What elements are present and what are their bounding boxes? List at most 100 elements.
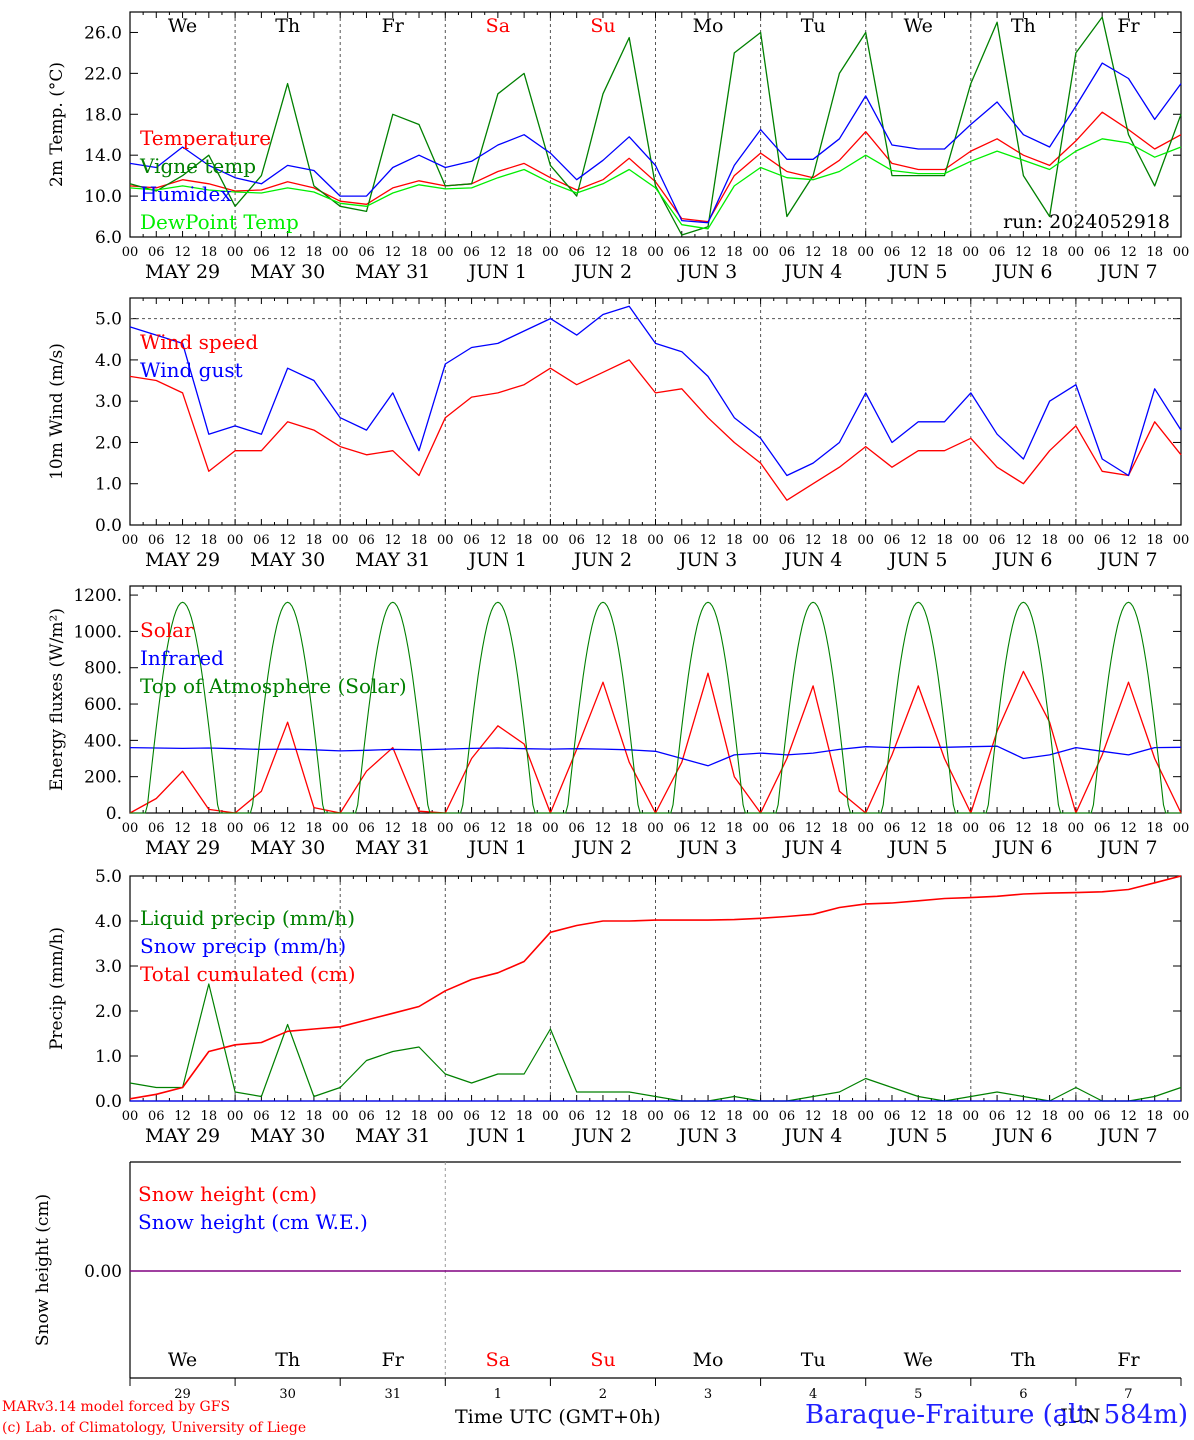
legend-wind-gust: Wind gust <box>140 358 243 382</box>
date-label: JUN 5 <box>887 261 947 283</box>
hour-tick-label: 12 <box>805 533 822 548</box>
series-temperature <box>129 111 1182 223</box>
legend-total-cumulated-cm-: Total cumulated (cm) <box>140 962 356 986</box>
hour-tick-label: 12 <box>174 821 191 836</box>
hour-tick-label: 00 <box>542 1109 559 1124</box>
hour-tick-label: 12 <box>1120 821 1137 836</box>
hour-tick-label: 18 <box>621 245 638 260</box>
hour-tick-label: 00 <box>752 245 769 260</box>
date-label: JUN 5 <box>887 1125 947 1147</box>
day-of-week-label: Th <box>1011 15 1036 37</box>
y-axis-label: 10m Wind (m/s) <box>47 343 67 480</box>
y-tick-label: 1.0 <box>95 475 122 495</box>
hour-tick-label: 00 <box>857 1109 874 1124</box>
hour-tick-label: 12 <box>595 245 612 260</box>
hour-tick-label: 06 <box>674 533 691 548</box>
y-tick-label: 4.0 <box>95 351 122 371</box>
y-axis-label: 2m Temp. (°C) <box>47 62 67 187</box>
hour-tick-label: 00 <box>1173 1109 1190 1124</box>
hour-tick-label: 06 <box>779 1109 796 1124</box>
y-tick-label: 5.0 <box>95 310 122 330</box>
hour-tick-label: 00 <box>332 245 349 260</box>
hour-tick-label: 18 <box>411 245 428 260</box>
y-tick-label: 10.0 <box>84 187 122 207</box>
hour-tick-label: 00 <box>1068 1109 1085 1124</box>
hour-tick-label: 12 <box>805 1109 822 1124</box>
hour-tick-label: 06 <box>779 821 796 836</box>
hour-tick-label: 00 <box>542 533 559 548</box>
date-label: MAY 29 <box>145 1125 220 1147</box>
hour-tick-label: 12 <box>1120 245 1137 260</box>
series-vigne-temp <box>129 16 1182 236</box>
legend-solar: Solar <box>140 618 194 642</box>
hour-tick-label: 12 <box>595 821 612 836</box>
date-label: JUN 2 <box>572 837 632 859</box>
day-number-label: 5 <box>914 1387 922 1402</box>
date-label: JUN 1 <box>467 549 527 571</box>
day-of-week-label: Mo <box>693 1349 724 1371</box>
hour-tick-label: 06 <box>1094 245 1111 260</box>
hour-tick-label: 00 <box>227 821 244 836</box>
hour-tick-label: 00 <box>647 245 664 260</box>
hour-tick-label: 18 <box>1146 1109 1163 1124</box>
date-label: JUN 5 <box>887 549 947 571</box>
hour-tick-label: 00 <box>332 1109 349 1124</box>
hour-tick-label: 18 <box>831 533 848 548</box>
y-tick-label: 3.0 <box>95 957 122 977</box>
hour-tick-label: 00 <box>647 533 664 548</box>
hour-tick-label: 06 <box>148 245 165 260</box>
hour-tick-label: 18 <box>1041 1109 1058 1124</box>
hour-tick-label: 00 <box>963 821 980 836</box>
hour-tick-label: 00 <box>752 533 769 548</box>
hour-tick-label: 12 <box>174 1109 191 1124</box>
hour-tick-label: 12 <box>700 1109 717 1124</box>
day-number-label: 6 <box>1019 1387 1027 1402</box>
hour-tick-label: 00 <box>122 533 139 548</box>
hour-tick-label: 00 <box>647 1109 664 1124</box>
day-of-week-label: We <box>904 15 933 37</box>
date-label: JUN 2 <box>572 1125 632 1147</box>
hour-tick-label: 00 <box>963 533 980 548</box>
y-axis-label: Energy fluxes (W/m²) <box>47 608 67 791</box>
y-tick-label: 18.0 <box>84 105 122 125</box>
hour-tick-label: 06 <box>1094 821 1111 836</box>
date-label: MAY 29 <box>145 549 220 571</box>
y-tick-label: 14.0 <box>84 146 122 166</box>
hour-tick-label: 06 <box>674 245 691 260</box>
hour-tick-label: 18 <box>936 821 953 836</box>
hour-tick-label: 12 <box>279 821 296 836</box>
hour-tick-label: 18 <box>201 533 218 548</box>
hour-tick-label: 06 <box>1094 1109 1111 1124</box>
day-of-week-label: Fr <box>382 15 405 37</box>
hour-tick-label: 06 <box>674 1109 691 1124</box>
panel-frame-0 <box>129 11 1182 238</box>
hour-tick-label: 18 <box>621 1109 638 1124</box>
hour-tick-label: 12 <box>595 533 612 548</box>
hour-tick-label: 18 <box>1146 533 1163 548</box>
hour-tick-label: 12 <box>490 1109 507 1124</box>
y-tick-label: 6.0 <box>95 228 122 248</box>
day-of-week-label: Su <box>590 1349 615 1371</box>
hour-tick-label: 00 <box>122 821 139 836</box>
hour-tick-label: 12 <box>910 533 927 548</box>
legend-top-of-atmosphere-solar-: Top of Atmosphere (Solar) <box>140 674 407 698</box>
hour-tick-label: 06 <box>989 1109 1006 1124</box>
hour-tick-label: 18 <box>516 533 533 548</box>
hour-tick-label: 18 <box>516 1109 533 1124</box>
hour-tick-label: 06 <box>989 533 1006 548</box>
hour-tick-label: 18 <box>831 1109 848 1124</box>
hour-tick-label: 12 <box>910 245 927 260</box>
day-number-label: 29 <box>174 1387 191 1402</box>
hour-tick-label: 12 <box>384 533 401 548</box>
hour-tick-label: 06 <box>779 533 796 548</box>
day-number-label: 30 <box>279 1387 296 1402</box>
hour-tick-label: 00 <box>963 245 980 260</box>
hour-tick-label: 06 <box>253 245 270 260</box>
hour-tick-label: 06 <box>884 821 901 836</box>
hour-tick-label: 18 <box>306 245 323 260</box>
hour-tick-label: 06 <box>253 533 270 548</box>
hour-tick-label: 00 <box>227 1109 244 1124</box>
hour-tick-label: 12 <box>595 1109 612 1124</box>
day-of-week-label: Mo <box>693 15 724 37</box>
